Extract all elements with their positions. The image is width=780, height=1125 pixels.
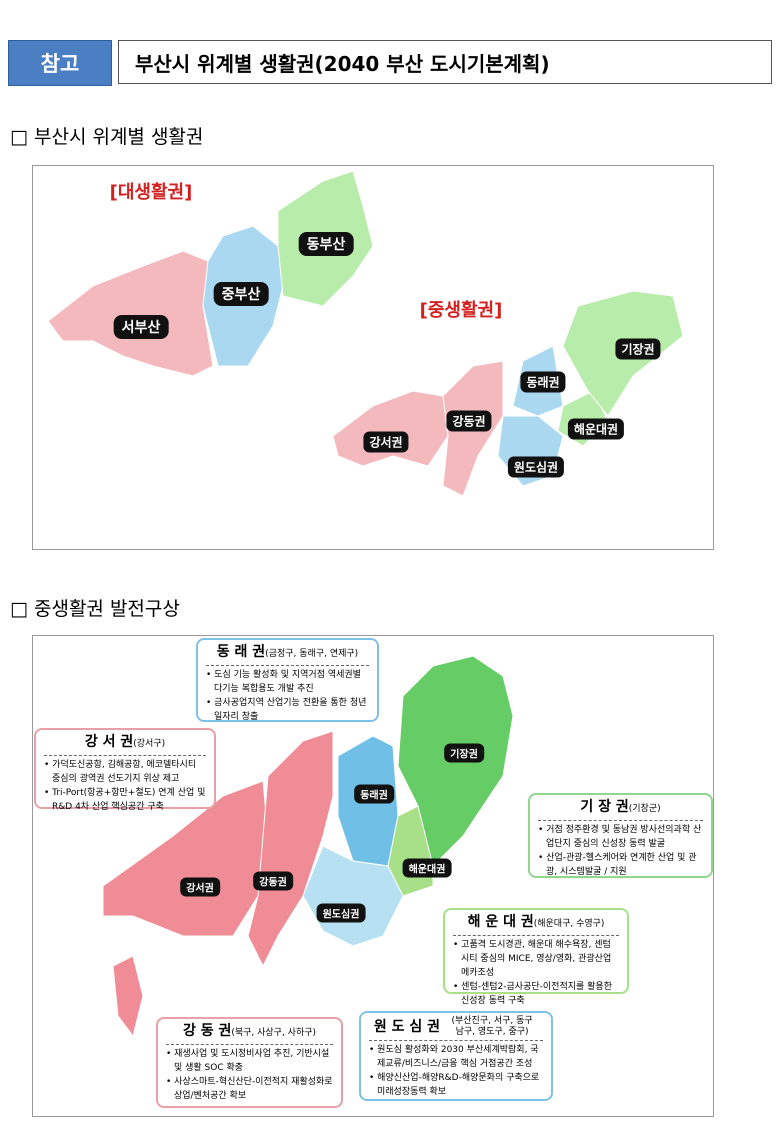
reference-tag: 참고 (8, 40, 112, 86)
label-dongrae: 동래권 (520, 371, 566, 393)
label-seobusan: 서부산 (113, 315, 169, 339)
card-bullet: • 원도심 활성화와 2030 부산세계박람회, 국제교류/비즈니스/금융 핵심… (369, 1045, 539, 1069)
card-bullet: • 해양신산업-해양R&D-해양문화의 구축으로 미래성장동력 확보 (369, 1073, 540, 1097)
label-jungbusan: 중부산 (213, 282, 269, 306)
region-seobusan (47, 250, 214, 377)
card-subtitle: (해운대구, 수영구) (533, 919, 605, 929)
map-label-gangseo: 강서권 (180, 877, 220, 897)
map-label-haeundae: 해운대권 (402, 858, 452, 878)
card-bullet: • 거점 정주환경 및 동남권 방사선의과학 산업단지 중심의 신성장 동력 발… (538, 825, 702, 849)
card-bullet: • 사상스마트-혁신산단-이전적지 재활성화로 상업/벤처공간 확보 (166, 1077, 333, 1101)
map-label-dongrae: 동래권 (354, 784, 394, 804)
mid-zone-label: [중생활권] (419, 300, 503, 321)
card-subtitle: (북구, 사상구, 사하구) (231, 1028, 317, 1038)
card-subtitle: (강서구) (133, 739, 166, 749)
card-bullet: • 금사공업지역 산업기능 전환을 통한 청년 일자리 창출 (206, 698, 367, 722)
map-label-gijang: 기장권 (444, 743, 484, 763)
label-gangseo: 강서권 (363, 431, 409, 453)
card-haeundae: 해 운 대 권(해운대구, 수영구) • 고품격 도시경관, 해운대 해수욕장,… (443, 908, 629, 1006)
card-subtitle: (기장군) (628, 804, 661, 814)
label-gangdong: 강동권 (446, 410, 492, 432)
section1-heading: □ 부산시 위계별 생활권 (10, 126, 204, 148)
big-zone-label: [대생활권] (109, 182, 193, 203)
card-subtitle: (부산진구, 서구, 동구 남구, 영도구, 중구) (451, 1016, 533, 1037)
card-title: 강 서 권 (84, 734, 134, 750)
label-gijang: 기장권 (615, 338, 661, 360)
card-bullet: • Tri-Port(항공+항만+철도) 연계 산업 및 R&D 4차 산업 핵… (44, 788, 206, 812)
card-title: 원 도 심 권 (373, 1019, 441, 1035)
card-gangseo: 강 서 권(강서구) • 가덕도신공항, 김해공항, 에코델타시티 중심의 광역… (34, 728, 216, 812)
area-gangseo-island (112, 955, 144, 1038)
hierarchy-map: [대생활권] [중생활권] 동부산 중부산 서부산 기장권 동래권 강동권 해운… (32, 165, 714, 550)
label-wondosim: 원도심권 (507, 456, 565, 478)
map-label-gangdong: 강동권 (253, 871, 293, 891)
label-dongbusan: 동부산 (298, 232, 354, 256)
card-bullet: • 고품격 도시경관, 해운대 해수욕장, 센텀시티 중심의 MICE, 영상/… (453, 940, 612, 978)
page-title: 부산시 위계별 생활권(2040 부산 도시기본계획) (118, 40, 772, 84)
development-map: 기장권 동래권 해운대권 강서권 강동권 원도심권 동 래 권(금정구, 동래구… (32, 635, 714, 1117)
card-bullet: • 산업-관광-헬스케어와 연계한 산업 및 관광, 시스템발굴 / 지원 (538, 853, 697, 877)
label-haeundae: 해운대권 (567, 418, 625, 440)
card-title: 해 운 대 권 (467, 914, 534, 930)
card-title: 동 래 권 (216, 644, 266, 660)
card-title: 강 동 권 (182, 1023, 232, 1039)
card-bullet: • 도심 기능 활성화 및 지역거점 역세권별 다기능 복합용도 개발 추진 (206, 670, 361, 694)
card-bullet: • 가덕도신공항, 김해공항, 에코델타시티 중심의 광역권 선도기지 위상 제… (44, 760, 197, 784)
region-gangseo (332, 390, 449, 467)
card-gijang: 기 장 권(기장군) • 거점 정주환경 및 동남권 방사선의과학 산업단지 중… (528, 793, 713, 878)
card-dongrae: 동 래 권(금정구, 동래구, 연제구) • 도심 기능 활성화 및 지역거점 … (196, 638, 379, 722)
card-wondosim: 원 도 심 권 (부산진구, 서구, 동구 남구, 영도구, 중구) • 원도심 … (359, 1011, 553, 1101)
section2-heading: □ 중생활권 발전구상 (10, 598, 180, 620)
card-bullet: • 센텀-센텀2-금사공단-이전적지를 활용한 신성장 동력 구축 (453, 982, 612, 1006)
map-label-wondosim: 원도심권 (316, 903, 366, 923)
hierarchy-map-shapes (47, 170, 684, 497)
card-bullet: • 재생사업 및 도시정비사업 추진, 기반시설 및 생활 SOC 확충 (166, 1049, 330, 1073)
card-subtitle: (금정구, 동래구, 연제구) (265, 649, 359, 659)
card-title: 기 장 권 (580, 799, 629, 815)
card-gangdong: 강 동 권(북구, 사상구, 사하구) • 재생사업 및 도시정비사업 추진, … (156, 1017, 343, 1108)
